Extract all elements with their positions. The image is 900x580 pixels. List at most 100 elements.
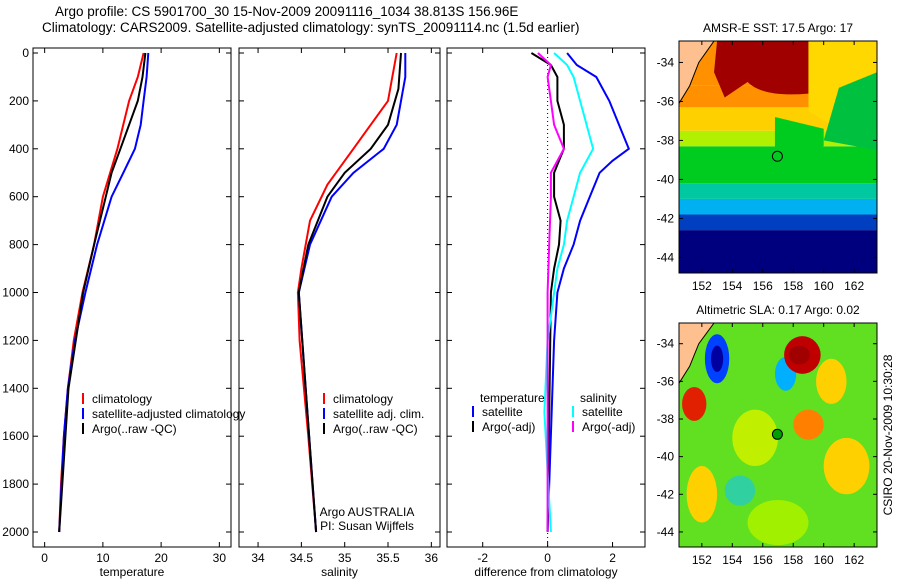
sst-map-panel: AMSR-E SST: 17.5 Argo: 17 152 154 156 158 160… <box>657 21 878 293</box>
sst-band <box>679 183 877 199</box>
y-tick-label: -38 <box>657 412 675 426</box>
y-tick-label: -40 <box>657 450 675 464</box>
y-tick-label: 2000 <box>2 525 29 539</box>
x-tick-label: 34.5 <box>290 551 314 565</box>
map-field <box>679 323 877 547</box>
sst-green-tongue <box>774 117 824 153</box>
x-axis-label: difference from climatology <box>474 565 617 579</box>
legend-swatch <box>472 406 474 417</box>
legend-group-title: temperature <box>480 391 545 405</box>
annotation-text: PI: Susan Wijffels <box>320 519 414 533</box>
y-tick-label: -44 <box>657 525 675 539</box>
x-tick-label: 35 <box>338 551 352 565</box>
legend-label: satellite-adjusted climatology <box>92 407 245 421</box>
y-tick-label: -36 <box>657 94 675 108</box>
sla-anomaly <box>732 409 779 467</box>
x-tick-label: 160 <box>814 553 834 567</box>
x-tick-label: 156 <box>753 279 773 293</box>
y-tick-label: 1800 <box>2 477 29 491</box>
argo-float-marker <box>771 150 783 162</box>
legend-label: climatology <box>92 392 152 406</box>
legend-swatch <box>82 393 84 404</box>
sla-anomaly <box>816 358 847 404</box>
x-tick-label: 156 <box>753 553 773 567</box>
sst-green-region <box>823 72 877 151</box>
legend-label: climatology <box>333 392 393 406</box>
sla-anomaly <box>710 345 724 372</box>
argo-float-marker <box>771 428 783 440</box>
y-tick-label: -42 <box>657 211 675 225</box>
y-tick-label: -34 <box>657 337 675 351</box>
legend-swatch <box>323 408 325 419</box>
y-tick-label: -44 <box>657 250 675 264</box>
figure-title-line2: Climatology: CARS2009. Satellite-adjuste… <box>42 20 580 35</box>
series-line-satellite-adjusted-climatology <box>58 52 150 533</box>
y-tick-label: 1000 <box>2 286 29 300</box>
x-tick-label: 36 <box>425 551 439 565</box>
legend-label: satellite adj. clim. <box>333 407 424 421</box>
legend-swatch <box>323 423 325 434</box>
temperature-panel: 0 10 20 30 0 200 400 600 800 1000 1200 1400 1600 1800… <box>2 46 245 579</box>
legend-swatch <box>82 423 84 434</box>
sla-anomaly <box>747 499 809 546</box>
x-tick-label: 152 <box>692 279 712 293</box>
axes-box <box>678 40 878 274</box>
x-tick-label: 2 <box>609 551 616 565</box>
series-line-climatology <box>58 52 145 533</box>
legend-swatch <box>323 393 325 404</box>
x-tick-label: 158 <box>783 279 803 293</box>
y-tick-label: 1200 <box>2 333 29 347</box>
y-tick-label: 800 <box>9 238 29 252</box>
sst-band <box>679 230 877 273</box>
sst-band <box>679 146 877 184</box>
y-tick-label: 1600 <box>2 429 29 443</box>
sst-band <box>679 214 877 231</box>
legend-label: Argo(-adj) <box>482 420 535 434</box>
axes-box <box>238 47 441 548</box>
coastline-land <box>679 41 715 105</box>
sla-anomaly <box>793 409 824 440</box>
sla-anomaly <box>823 437 870 495</box>
x-tick-label: 30 <box>213 551 227 565</box>
y-tick-label: 200 <box>9 94 29 108</box>
sla-map-panel: Altimetric SLA: 0.17 Argo: 0.02 152 154 156… <box>657 303 878 567</box>
series-line-temperature-argo-adj- <box>530 52 565 533</box>
series-line-temperature-satellite <box>546 52 631 533</box>
x-tick-label: 35.5 <box>376 551 400 565</box>
x-tick-label: 162 <box>844 553 864 567</box>
x-tick-label: 154 <box>722 553 742 567</box>
x-tick-label: 158 <box>783 553 803 567</box>
x-tick-label: 0 <box>544 551 551 565</box>
legend-label: satellite <box>582 405 623 419</box>
x-tick-label: -2 <box>477 551 488 565</box>
y-tick-label: 1400 <box>2 381 29 395</box>
x-tick-label: 10 <box>96 551 110 565</box>
series-line-salinity-argo-adj- <box>537 52 566 532</box>
legend-swatch <box>82 408 84 419</box>
sla-anomaly <box>788 345 810 365</box>
axes-box <box>446 47 646 548</box>
map-title: AMSR-E SST: 17.5 Argo: 17 <box>703 21 853 35</box>
y-tick-label: -42 <box>657 487 675 501</box>
legend-label: Argo(..raw -QC) <box>333 422 418 436</box>
series-line-argo-raw-qc- <box>297 52 402 533</box>
sla-anomaly <box>682 387 707 421</box>
x-tick-label: 162 <box>844 279 864 293</box>
series-line-salinity-satellite <box>543 52 595 533</box>
x-axis-label: temperature <box>100 565 165 579</box>
credit-text: CSIRO 20-Nov-2009 10:30:28 <box>881 354 895 516</box>
legend-swatch <box>572 421 574 432</box>
legend-label: Argo(-adj) <box>582 420 635 434</box>
y-tick-label: 600 <box>9 190 29 204</box>
axes-box <box>678 322 878 548</box>
x-tick-label: 34 <box>251 551 265 565</box>
annotation-text: Argo AUSTRALIA <box>320 505 415 519</box>
series-line-climatology <box>296 52 398 533</box>
legend-label: satellite <box>482 405 523 419</box>
y-tick-label: -38 <box>657 133 675 147</box>
sst-band <box>679 198 877 215</box>
x-tick-label: 20 <box>154 551 168 565</box>
